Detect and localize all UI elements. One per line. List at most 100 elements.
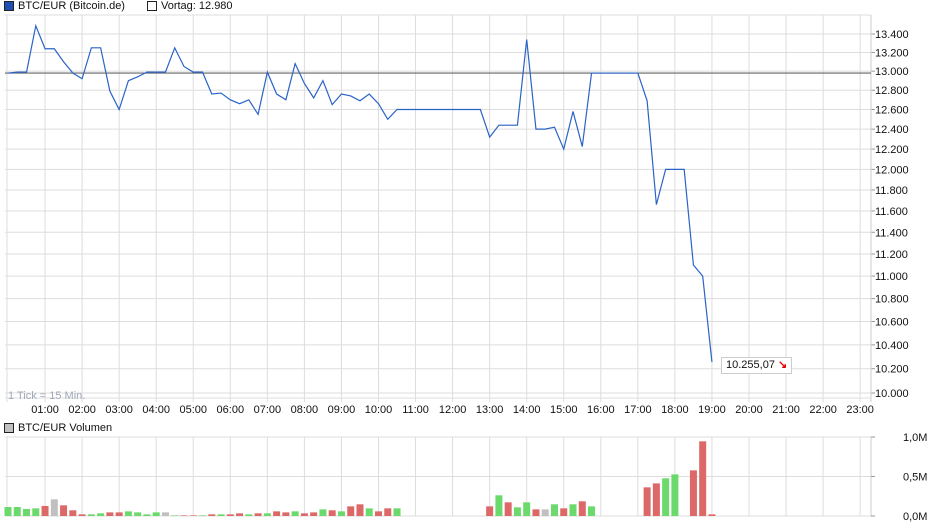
x-tick-label: 17:00 [624, 404, 652, 416]
y-tick-label: 10.400 [875, 340, 909, 352]
volume-bar [300, 513, 308, 516]
y-tick-label: 11.400 [875, 227, 908, 239]
volume-bar [689, 470, 697, 516]
x-tick-label: 19:00 [698, 404, 726, 416]
volume-tick-label: 0,5M [903, 472, 927, 484]
volume-bar [699, 441, 707, 516]
volume-bar [662, 478, 670, 516]
volume-bar [143, 514, 151, 516]
volume-legend: BTC/EUR Volumen [4, 422, 112, 434]
x-tick-label: 05:00 [179, 404, 207, 416]
volume-bar [365, 508, 373, 516]
x-tick-label: 18:00 [661, 404, 689, 416]
prev-label: Vortag: 12.980 [160, 0, 233, 12]
volume-swatch [4, 423, 14, 433]
x-tick-label: 06:00 [217, 404, 245, 416]
y-tick-label: 13.000 [875, 66, 909, 78]
y-tick-label: 11.800 [875, 185, 908, 197]
volume-bar [273, 511, 281, 516]
volume-bar [4, 506, 12, 516]
x-tick-label: 03:00 [105, 404, 133, 416]
volume-bar [50, 499, 58, 516]
volume-bar [32, 508, 40, 516]
price-legend: BTC/EUR (Bitcoin.de) Vortag: 12.980 [4, 0, 233, 12]
volume-bar [180, 515, 188, 516]
y-tick-label: 12.600 [875, 105, 909, 117]
volume-label: BTC/EUR Volumen [18, 422, 113, 434]
volume-bar [588, 506, 596, 516]
x-tick-label: 16:00 [587, 404, 615, 416]
price-line [7, 23, 713, 363]
volume-bar [171, 515, 179, 516]
volume-bar [78, 514, 86, 516]
x-tick-label: 13:00 [476, 404, 504, 416]
volume-bar [23, 508, 31, 516]
volume-bar [291, 511, 299, 516]
volume-bar [106, 512, 114, 516]
tick-note: 1 Tick = 15 Min. [8, 390, 85, 402]
y-tick-label: 10.000 [875, 388, 909, 400]
volume-bar [393, 508, 401, 516]
y-tick-label: 11.200 [875, 249, 908, 261]
series-label: BTC/EUR (Bitcoin.de) [18, 0, 125, 12]
x-tick-label: 09:00 [328, 404, 356, 416]
volume-bar [513, 507, 521, 516]
last-price-tag: 10.255,07 ↘ [721, 357, 793, 374]
x-tick-label: 11:00 [402, 404, 429, 416]
x-tick-label: 08:00 [291, 404, 319, 416]
x-tick-label: 10:00 [365, 404, 393, 416]
volume-bar [254, 513, 262, 516]
x-tick-label: 12:00 [439, 404, 467, 416]
x-tick-label: 02:00 [68, 404, 96, 416]
volume-bar [486, 506, 494, 516]
volume-bar [708, 514, 716, 516]
volume-bar [199, 515, 207, 516]
volume-bar [319, 509, 327, 516]
volume-bar [495, 495, 503, 516]
volume-bar [13, 506, 21, 516]
volume-bar [328, 510, 336, 516]
volume-bar [282, 512, 290, 516]
series-swatch [4, 1, 14, 11]
volume-bar [60, 505, 68, 516]
volume-tick-label: 1,0M [903, 432, 927, 444]
volume-bar [652, 483, 660, 516]
volume-bar [217, 514, 225, 516]
y-tick-label: 10.800 [875, 294, 909, 306]
volume-bar [69, 510, 77, 516]
volume-bar [337, 511, 345, 516]
volume-bar [569, 504, 577, 516]
volume-bar [115, 512, 123, 516]
volume-bar [560, 508, 568, 516]
volume-bar [375, 511, 382, 516]
down-arrow-icon: ↘ [778, 359, 788, 371]
volume-bar [347, 506, 355, 516]
volume-bar [226, 514, 234, 516]
y-tick-label: 13.400 [875, 29, 909, 41]
volume-bar [97, 513, 105, 516]
x-tick-label: 21:00 [772, 404, 800, 416]
volume-bar [41, 505, 49, 516]
x-tick-label: 15:00 [550, 404, 578, 416]
y-tick-label: 12.200 [875, 144, 909, 156]
volume-bar [523, 502, 531, 516]
volume-bar [384, 508, 392, 516]
volume-bar [208, 514, 216, 516]
volume-bar [245, 514, 253, 516]
x-tick-label: 04:00 [142, 404, 170, 416]
last-price-value: 10.255,07 [726, 359, 775, 371]
y-tick-label: 12.800 [875, 85, 909, 97]
volume-bar [310, 512, 318, 516]
y-tick-label: 11.600 [875, 206, 908, 218]
x-tick-label: 20:00 [735, 404, 763, 416]
volume-bar [152, 512, 160, 516]
volume-bar [87, 514, 95, 516]
y-tick-label: 12.000 [875, 164, 909, 176]
volume-bar [356, 504, 364, 516]
volume-bar [671, 474, 679, 516]
volume-bar [134, 512, 142, 516]
y-tick-label: 13.200 [875, 47, 909, 59]
x-tick-label: 22:00 [809, 404, 837, 416]
volume-bar [161, 512, 169, 516]
